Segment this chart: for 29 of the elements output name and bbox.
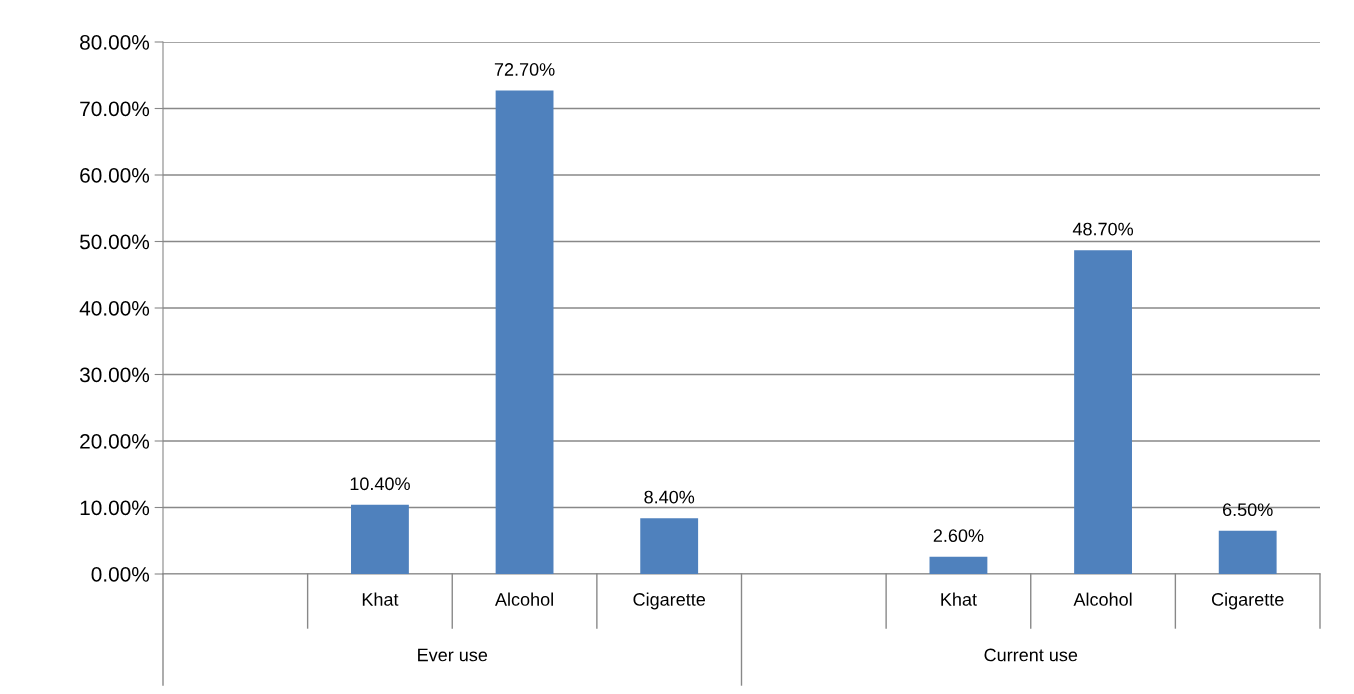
text: Ever use <box>418 648 488 662</box>
data-label: 48.70% <box>1072 222 1134 236</box>
data-label: 6.50% <box>1223 503 1273 517</box>
y-tick-label: 30.00% <box>79 367 150 383</box>
y-tick-label: 80.00% <box>80 35 150 50</box>
x-tick-label: Khat <box>941 592 977 606</box>
y-tick-label: 10.00% <box>80 500 150 516</box>
y-tick-label: 20.00% <box>80 434 150 449</box>
y-tick-label: 50.00% <box>79 234 150 250</box>
bar <box>929 556 988 574</box>
bar <box>1218 530 1277 574</box>
x-tick-label: Alcohol <box>494 592 553 606</box>
data-label: 2.60% <box>933 529 984 543</box>
data-label: 10.40% <box>350 477 410 491</box>
text: Current use <box>984 648 1078 662</box>
y-tick-label: 0.00% <box>91 567 150 582</box>
x-tick-label: Khat <box>362 592 399 606</box>
bar <box>495 90 554 574</box>
x-tick-label: Cigarette <box>633 592 706 610</box>
bar <box>351 504 409 574</box>
y-tick-label: 70.00% <box>80 101 150 117</box>
x-tick-label: Cigarette <box>1211 592 1284 610</box>
y-tick-label: 40.00% <box>79 301 150 316</box>
data-label: 72.70% <box>494 63 555 76</box>
x-tick-label: Alcohol <box>1073 592 1132 606</box>
y-tick-label: 60.00% <box>80 168 150 183</box>
data-label: 8.40% <box>644 490 695 504</box>
bar <box>1074 250 1132 574</box>
bar <box>640 518 699 574</box>
